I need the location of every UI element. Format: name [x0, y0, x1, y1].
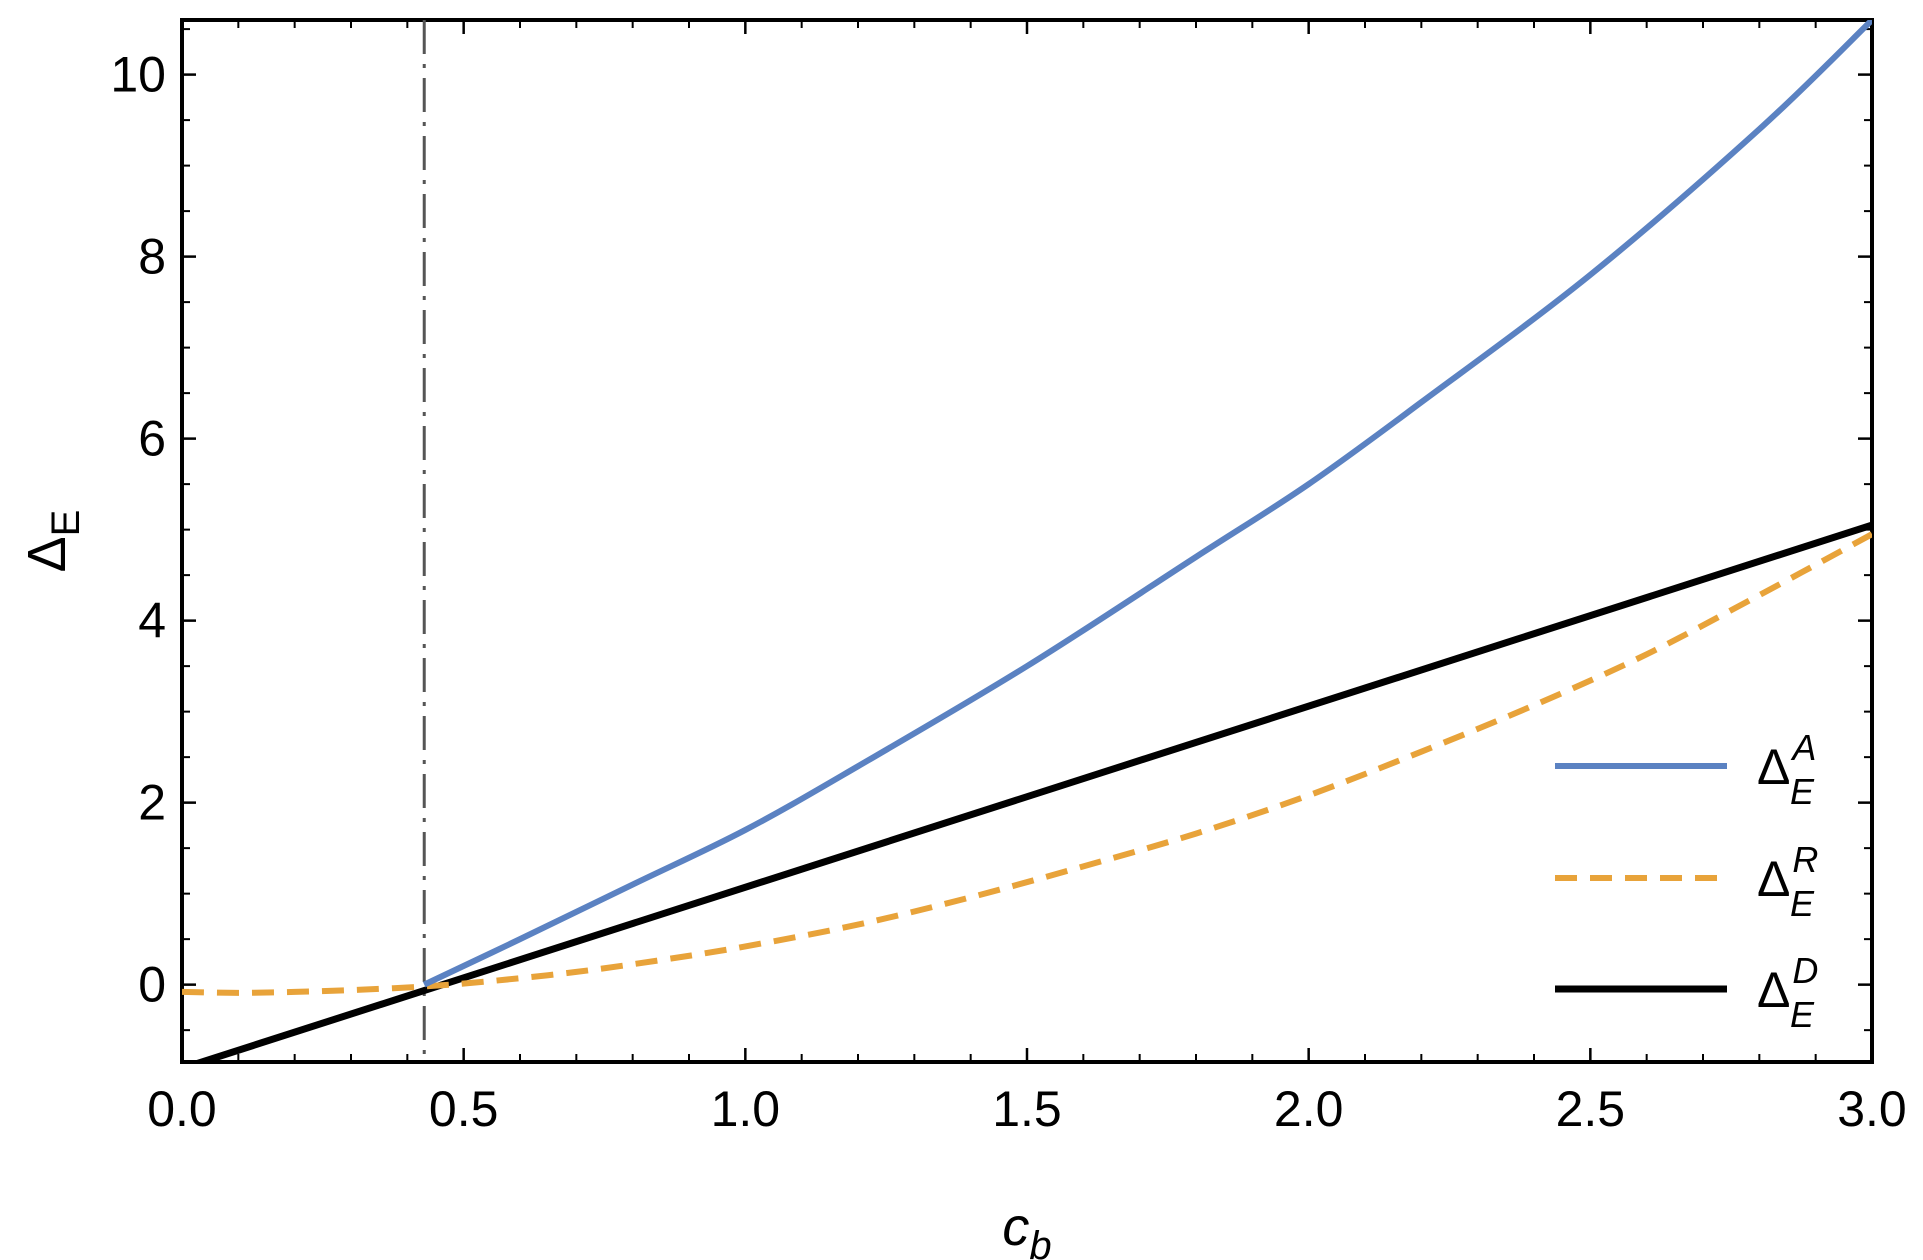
series-line-d: [190, 521, 1872, 1062]
x-tick-label: 1.5: [992, 1081, 1062, 1137]
series-layer: [182, 20, 1872, 1062]
plot-frame-group: [180, 18, 1874, 1064]
x-tick-label: 2.5: [1556, 1081, 1626, 1137]
y-tick-label: 8: [138, 229, 166, 285]
y-tick-label: 2: [138, 775, 166, 831]
y-axis-title: ΔE: [17, 510, 88, 573]
y-tick-label: 6: [138, 411, 166, 467]
legend-label-d: ΔD E: [1757, 950, 1818, 1035]
axis-ticks: [180, 20, 1874, 1062]
y-axis-title-subscript: E: [44, 510, 88, 537]
y-tick-label: 10: [110, 47, 166, 103]
x-tick-label: 0.5: [429, 1081, 499, 1137]
x-tick-label: 3.0: [1837, 1081, 1907, 1137]
series-line-r: [182, 531, 1872, 996]
legend-label-r: ΔR E: [1757, 839, 1818, 924]
x-tick-label: 2.0: [1274, 1081, 1344, 1137]
x-axis-title-subscript: b: [1029, 1224, 1051, 1260]
axis-tick-labels: 0.0 0.5 1.0 1.5 2.0 2.5 3.0 0 2 4 6 8 10: [110, 47, 1906, 1137]
plot-frame: [180, 18, 1874, 1064]
legend: ΔA E ΔR E ΔD E: [1555, 727, 1818, 1035]
x-tick-label: 0.0: [147, 1081, 217, 1137]
y-tick-label: 0: [138, 957, 166, 1013]
x-tick-label: 1.0: [711, 1081, 781, 1137]
x-axis-title: cb: [1002, 1197, 1051, 1260]
legend-label-a: ΔA E: [1757, 727, 1816, 812]
series-line-a: [422, 20, 1872, 988]
y-tick-label: 4: [138, 593, 166, 649]
